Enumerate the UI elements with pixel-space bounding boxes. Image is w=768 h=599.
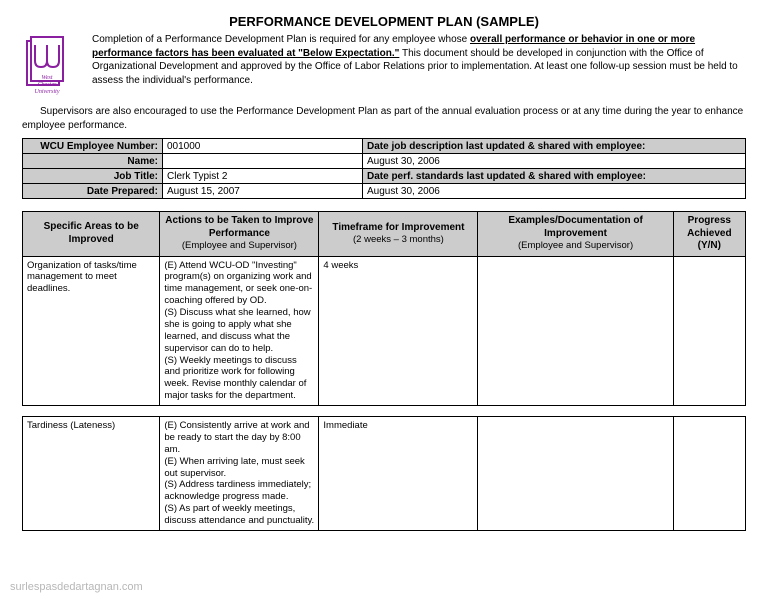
info-label: WCU Employee Number: (23, 139, 163, 154)
table-row: Name: August 30, 2006 (23, 154, 746, 169)
cell-timeframe: Immediate (319, 417, 478, 531)
info-value: August 15, 2007 (163, 184, 363, 199)
cell-examples (478, 417, 673, 531)
info-label: Date Prepared: (23, 184, 163, 199)
page-title: PERFORMANCE DEVELOPMENT PLAN (SAMPLE) (22, 14, 746, 29)
employee-info-table: WCU Employee Number: 001000 Date job des… (22, 138, 746, 199)
svg-text:University: University (35, 89, 60, 95)
info-label: Date perf. standards last updated & shar… (363, 169, 746, 184)
table-row: Tardiness (Lateness) (E) Consistently ar… (23, 417, 746, 531)
info-label: Date job description last updated & shar… (363, 139, 746, 154)
cell-progress (673, 256, 745, 406)
table-header-row: Specific Areas to be Improved Actions to… (23, 212, 746, 257)
cell-examples (478, 256, 673, 406)
col-header: Examples/Documentation of Improvement(Em… (478, 212, 673, 257)
sub-intro-paragraph: Supervisors are also encouraged to use t… (22, 105, 746, 132)
info-value: Clerk Typist 2 (163, 169, 363, 184)
intro-paragraph: Completion of a Performance Development … (92, 33, 746, 99)
table-row: Date Prepared: August 15, 2007 August 30… (23, 184, 746, 199)
col-header: Specific Areas to be Improved (23, 212, 160, 257)
cell-area: Organization of tasks/time management to… (23, 256, 160, 406)
info-value (163, 154, 363, 169)
info-label: Name: (23, 154, 163, 169)
cell-area: Tardiness (Lateness) (23, 417, 160, 531)
table-row: WCU Employee Number: 001000 Date job des… (23, 139, 746, 154)
watermark: surlespasdedartagnan.com (10, 581, 143, 593)
plan-table-2: Tardiness (Lateness) (E) Consistently ar… (22, 416, 746, 531)
cell-actions: (E) Attend WCU-OD "Investing" program(s)… (160, 256, 319, 406)
cell-actions: (E) Consistently arrive at work and be r… (160, 417, 319, 531)
plan-table-1: Specific Areas to be Improved Actions to… (22, 211, 746, 406)
info-value: 001000 (163, 139, 363, 154)
svg-text:Chester: Chester (38, 82, 57, 88)
col-header: Actions to be Taken to Improve Performan… (160, 212, 319, 257)
info-value: August 30, 2006 (363, 154, 746, 169)
intro-pre: Completion of a Performance Development … (92, 34, 470, 45)
cell-timeframe: 4 weeks (319, 256, 478, 406)
info-value: August 30, 2006 (363, 184, 746, 199)
university-logo: West Chester University (22, 33, 84, 99)
col-header: Timeframe for Improvement(2 weeks – 3 mo… (319, 212, 478, 257)
table-row: Organization of tasks/time management to… (23, 256, 746, 406)
cell-progress (673, 417, 745, 531)
info-label: Job Title: (23, 169, 163, 184)
table-row: Job Title: Clerk Typist 2 Date perf. sta… (23, 169, 746, 184)
svg-text:West: West (41, 75, 52, 81)
col-header: Progress Achieved (Y/N) (673, 212, 745, 257)
